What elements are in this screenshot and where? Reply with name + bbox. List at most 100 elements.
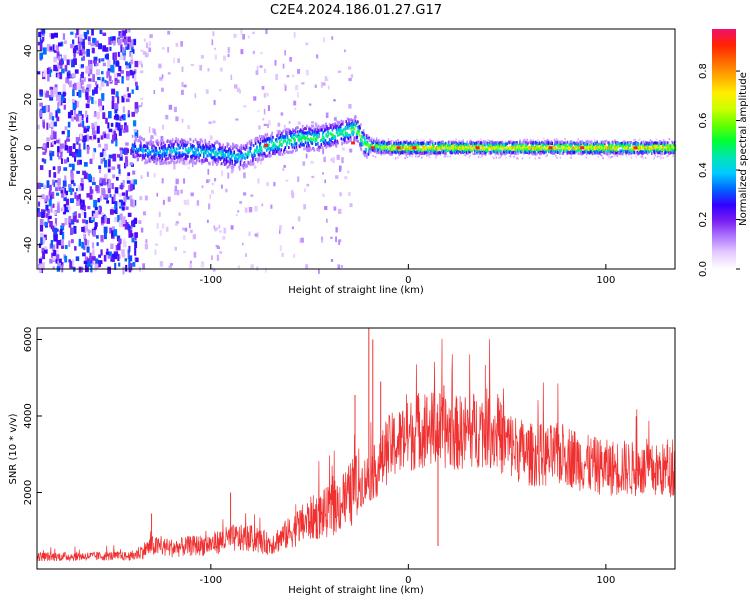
spectrogram-cell [133,129,137,133]
spectrogram-cell [483,140,485,144]
spectrogram-cell [131,199,136,208]
spectrogram-cell [292,149,294,153]
spectrogram-cell [94,222,98,230]
spectrogram-cell [82,135,87,143]
spectrogram-cell [74,32,78,39]
spectrogram-cell [112,36,116,44]
spectrogram-cell [306,183,310,187]
spectrogram-cell [268,137,270,141]
spectrogram-cell [162,148,164,152]
spectrogram-cell [306,133,309,137]
spectrogram-cell [297,176,300,182]
spectrogram-cell [160,139,162,143]
spectrogram-cell [569,140,571,143]
spectrogram-cell [106,80,109,87]
spectrogram-cell [66,135,69,141]
spectrogram-cell [322,148,325,155]
spectrogram-x-tick-label: 0 [405,275,411,286]
spectrogram-cell [207,146,210,150]
spectrogram-cell [57,239,61,246]
spectrogram-cell [111,101,115,110]
spectrogram-cell [570,144,572,148]
spectrogram-cell [209,162,211,166]
spectrogram-cell [608,152,610,155]
spectrogram-cell [172,145,175,149]
spectrogram-cell [402,151,404,155]
spectrogram-cell [581,140,584,144]
spectrogram-cell [531,149,534,153]
spectrogram-cell [61,245,64,249]
spectrogram-cell [52,179,55,186]
spectrogram-cell [166,150,168,154]
spectrogram-cell [185,157,188,161]
spectrogram-cell [664,141,667,145]
spectrogram-cell [312,130,315,134]
spectrogram-cell [49,95,54,101]
spectrogram-cell [69,260,74,269]
spectrogram-cell [275,138,278,142]
spectrogram-cell [53,181,57,188]
spectrogram-cell [331,128,334,132]
spectrogram-cell [625,151,628,155]
spectrogram-cell [576,147,578,151]
spectrogram-cell [342,128,345,132]
spectrogram-cell [283,151,286,155]
spectrogram-cell [654,141,657,145]
spectrogram-cell [158,141,160,145]
spectrogram-cell [308,146,310,150]
spectrogram-cell [72,215,77,222]
spectrogram-cell [281,131,283,135]
spectrogram-cell [344,131,347,135]
spectrogram-cell [71,73,76,78]
spectrogram-cell [171,140,173,144]
spectrogram-cell [515,157,518,160]
spectrogram-cell [87,59,92,66]
spectrogram-x-label: Height of straight line (km) [288,285,424,296]
spectrogram-cell [99,152,104,158]
spectrogram-cell [636,148,639,151]
spectrogram-cell [291,145,294,149]
spectrogram-cell [82,50,86,55]
spectrogram-cell [355,124,357,128]
spectrogram-cell [99,105,103,112]
spectrogram-cell [305,127,307,131]
spectrogram-cell [581,144,583,148]
spectrogram-cell [309,132,312,136]
spectrogram-cell [460,151,462,155]
spectrogram-cell [54,44,57,51]
spectrogram-cell [123,240,127,248]
spectrogram-cell [301,143,303,147]
spectrogram-cell [397,141,400,145]
spectrogram-cell [409,143,411,147]
spectrogram-cell [330,124,333,128]
spectrogram-cell [86,48,90,57]
spectrogram-cell [359,123,362,127]
spectrogram-cell [425,151,428,155]
spectrogram-cell [447,148,450,152]
spectrogram-cell [460,140,462,143]
spectrogram-cell [614,154,616,157]
spectrogram-cell [97,76,101,81]
spectrogram-cell [85,240,90,246]
spectrogram-cell [203,145,206,149]
spectrogram-cell [422,144,424,148]
spectrogram-cell [135,138,137,142]
spectrogram-cell [405,154,408,157]
spectrogram-cell [65,203,70,208]
spectrogram-cell [553,138,556,141]
spectrogram-cell [375,139,378,143]
spectrogram-cell [152,140,155,144]
spectrogram-cell [375,150,378,154]
spectrogram-cell [65,77,70,84]
spectrogram-cell [149,151,152,155]
spectrogram-cell [294,142,296,146]
spectrogram-cell [80,184,84,191]
spectrogram-cell [70,239,74,244]
snr-x-tick-label: 100 [596,575,615,586]
spectrogram-cell [161,157,164,161]
spectrogram-cell [463,153,466,156]
spectrogram-cell [469,138,472,141]
spectrogram-cell [350,118,352,122]
spectrogram-cell [329,132,332,136]
spectrogram-cell [547,145,549,149]
